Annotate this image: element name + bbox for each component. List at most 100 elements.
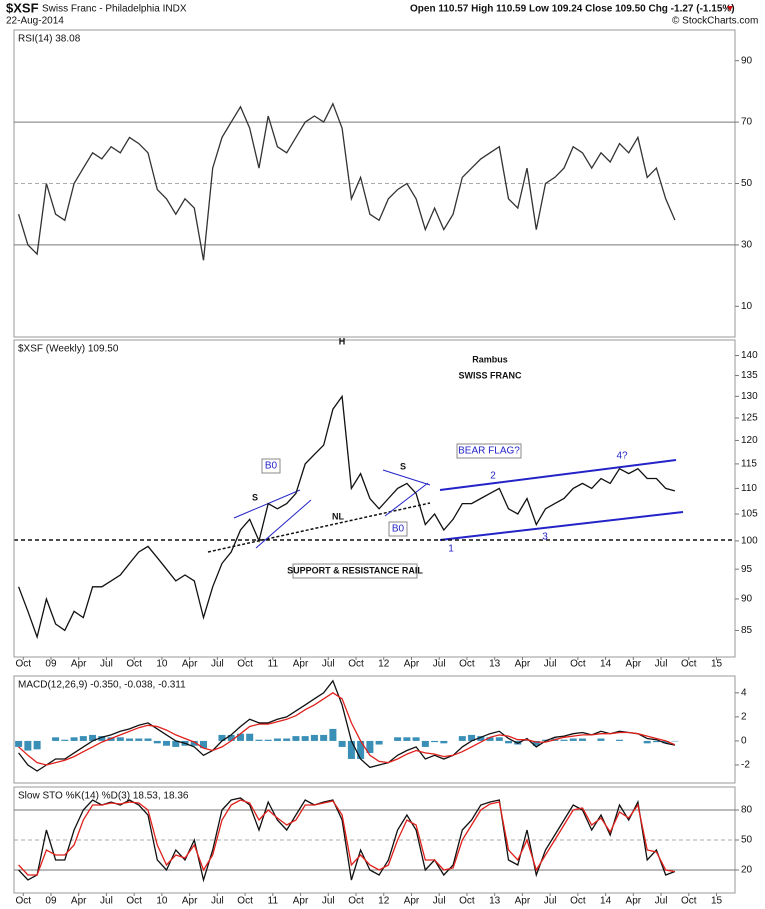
y-tick-label: 105	[741, 509, 758, 520]
histogram-bar	[236, 733, 244, 741]
y-tick-label: 10	[741, 301, 753, 312]
x-tick-label: 13	[489, 659, 501, 670]
flag-line	[255, 499, 312, 549]
x-tick-label: Jul	[433, 659, 446, 670]
histogram-bar	[643, 740, 651, 744]
y-tick-label: 130	[741, 391, 758, 402]
histogram-bar	[144, 738, 152, 741]
histogram-bar	[366, 740, 374, 753]
y-tick-label: 125	[741, 413, 758, 424]
flag-line	[382, 469, 431, 486]
histogram-bar	[615, 739, 623, 741]
panel-label: Slow STO %K(14) %D(3) 18.53, 18.36	[18, 791, 189, 802]
series-line	[17, 102, 676, 261]
y-tick-label: 90	[741, 594, 753, 605]
histogram-bar	[172, 740, 180, 747]
series-line	[18, 692, 676, 766]
annotation: SUPPORT & RESISTANCE RAIL	[287, 565, 423, 575]
y-tick-label: 20	[741, 865, 753, 876]
histogram-bar	[394, 737, 402, 741]
x-tick-label: 12	[378, 659, 390, 670]
x-tick-label: Oct	[126, 896, 142, 907]
annotation: Rambus	[472, 354, 508, 364]
y-tick-label: 85	[741, 625, 753, 636]
x-tick-label: Jul	[100, 659, 113, 670]
histogram-bar	[329, 728, 337, 741]
annotation: 3	[542, 532, 548, 543]
histogram-bar	[597, 738, 605, 741]
histogram-bar	[477, 736, 485, 741]
histogram-bar	[301, 736, 309, 741]
histogram-bar	[264, 739, 272, 741]
callout-box	[261, 458, 281, 474]
y-tick-label: 30	[741, 240, 753, 251]
histogram-bar	[338, 740, 346, 747]
x-tick-label: 12	[378, 896, 390, 907]
histogram-bar	[283, 738, 291, 741]
y-tick-label: -2	[741, 760, 750, 771]
histogram-bar	[431, 740, 439, 743]
annotation: S	[252, 492, 258, 502]
y-tick-label: 115	[741, 459, 757, 470]
x-tick-label: Jul	[544, 896, 557, 907]
histogram-bar	[255, 739, 263, 741]
histogram-bar	[33, 740, 41, 750]
panel-label: $XSF (Weekly) 109.50	[18, 344, 119, 355]
x-tick-label: 14	[600, 896, 612, 907]
x-tick-label: 09	[45, 896, 57, 907]
y-tick-label: 135	[741, 370, 758, 381]
series-line	[18, 797, 676, 883]
histogram-bar	[273, 738, 281, 741]
histogram-bar	[357, 740, 365, 759]
histogram-bar	[98, 736, 106, 741]
histogram-bar	[24, 740, 32, 751]
x-tick-label: Oct	[459, 896, 475, 907]
x-tick-label: Apr	[71, 659, 87, 670]
x-tick-label: 15	[711, 896, 723, 907]
y-tick-label: 0	[741, 736, 747, 747]
x-tick-label: 09	[45, 659, 57, 670]
subtitle: Swiss Franc - Philadelphia INDX	[42, 4, 187, 15]
panel-frame	[13, 675, 736, 784]
x-tick-label: Jul	[655, 659, 668, 670]
down-arrow	[727, 6, 733, 11]
histogram-bar	[320, 734, 328, 741]
callout-box	[456, 443, 522, 459]
x-tick-label: Jul	[322, 896, 335, 907]
x-tick-label: Oct	[681, 896, 697, 907]
x-tick-label: Apr	[404, 896, 420, 907]
y-tick-label: 50	[741, 835, 753, 846]
panel-label: MACD(12,26,9) -0.350, -0.038, -0.311	[18, 680, 186, 691]
panel-label: RSI(14) 38.08	[18, 34, 81, 45]
histogram-bar	[52, 737, 60, 741]
y-tick-label: 2	[741, 712, 747, 723]
x-tick-label: Oct	[570, 896, 586, 907]
histogram-bar	[163, 740, 171, 746]
histogram-bar	[190, 740, 198, 746]
y-tick-label: 50	[741, 178, 753, 189]
histogram-bar	[412, 737, 420, 741]
x-tick-label: Apr	[515, 896, 531, 907]
annotation: 4?	[616, 451, 628, 462]
x-tick-label: Apr	[293, 659, 309, 670]
histogram-bar	[569, 738, 577, 741]
credit: © StockCharts.com	[672, 16, 758, 27]
x-tick-label: Oct	[237, 659, 253, 670]
quote: Open 110.57 High 110.59 Low 109.24 Close…	[410, 4, 735, 15]
x-tick-label: Jul	[655, 896, 668, 907]
histogram-bar	[116, 737, 124, 741]
x-tick-label: 14	[600, 659, 612, 670]
histogram-bar	[440, 740, 448, 744]
x-tick-label: Jul	[544, 659, 557, 670]
histogram-bar	[458, 736, 466, 741]
y-tick-label: 100	[741, 536, 758, 547]
histogram-bar	[153, 740, 161, 744]
x-tick-label: Jul	[100, 896, 113, 907]
x-tick-label: Oct	[348, 896, 364, 907]
channel-bottom	[439, 511, 684, 541]
histogram-bar	[347, 740, 355, 759]
histogram-bar	[70, 737, 78, 741]
histogram-bar	[403, 737, 411, 741]
x-tick-label: Oct	[15, 896, 31, 907]
